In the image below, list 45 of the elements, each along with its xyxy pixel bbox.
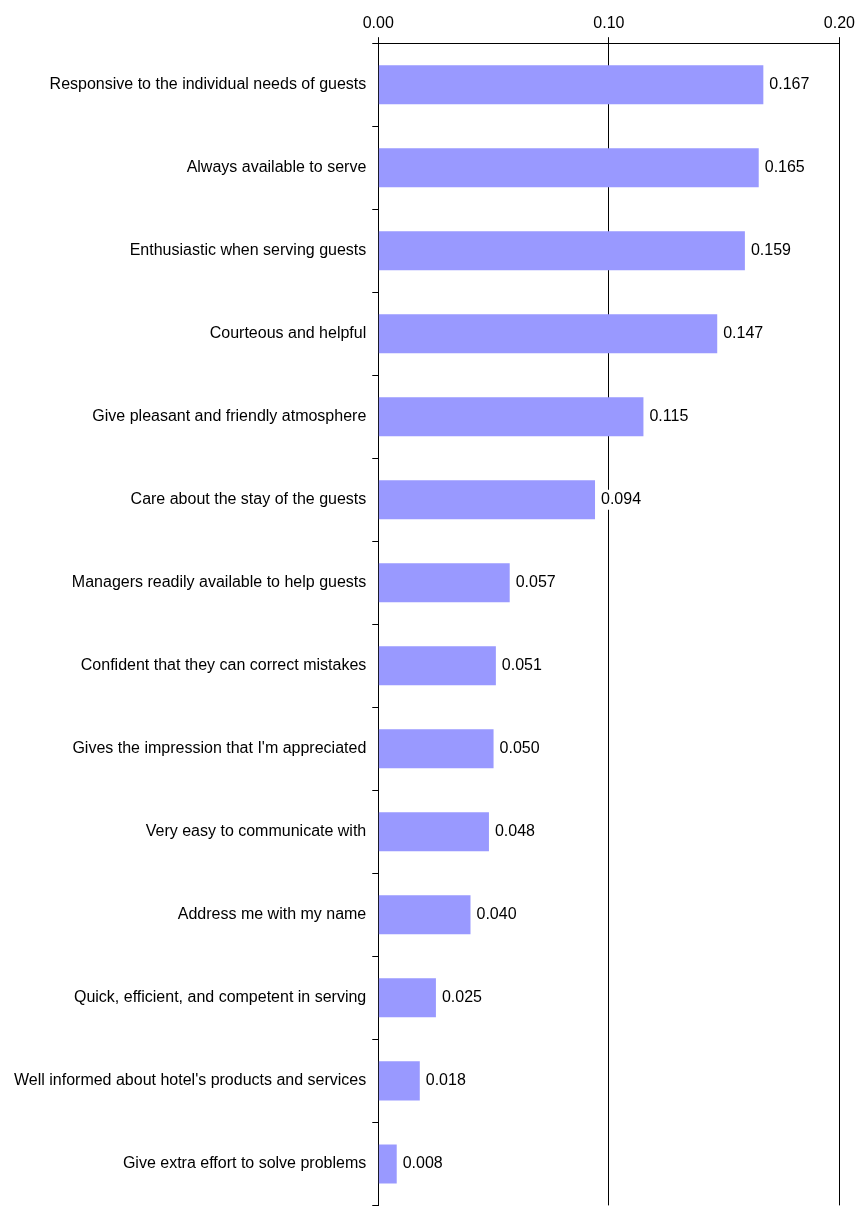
bar bbox=[378, 646, 496, 686]
bar bbox=[378, 1144, 397, 1184]
data-label: 0.040 bbox=[476, 905, 517, 923]
bar bbox=[378, 729, 494, 769]
data-label: 0.018 bbox=[425, 1071, 466, 1089]
data-label: 0.025 bbox=[441, 988, 483, 1006]
data-label: 0.008 bbox=[402, 1154, 443, 1172]
y-tick-label: Managers readily available to help guests bbox=[71, 573, 367, 591]
data-label: 0.159 bbox=[750, 241, 792, 259]
bar bbox=[378, 314, 718, 354]
bar bbox=[378, 231, 745, 271]
x-tick-label: 0.20 bbox=[823, 14, 856, 32]
data-label: 0.057 bbox=[515, 573, 556, 591]
y-tick-label: Always available to serve bbox=[186, 158, 367, 176]
y-tick-label: Very easy to communicate with bbox=[145, 822, 367, 840]
bar bbox=[378, 397, 644, 437]
y-tick-label: Courteous and helpful bbox=[209, 324, 367, 342]
data-label: 0.115 bbox=[649, 407, 689, 425]
x-tick-label: 0.00 bbox=[362, 14, 394, 32]
bar bbox=[378, 65, 764, 105]
bar bbox=[378, 1061, 420, 1101]
data-label: 0.167 bbox=[769, 75, 810, 93]
bar bbox=[378, 480, 596, 520]
data-label: 0.165 bbox=[764, 158, 805, 176]
bar bbox=[378, 812, 489, 852]
bar bbox=[378, 148, 759, 188]
y-tick-label: Care about the stay of the guests bbox=[130, 490, 367, 508]
data-label: 0.147 bbox=[723, 324, 764, 342]
data-label: 0.048 bbox=[494, 822, 536, 840]
data-label: 0.050 bbox=[499, 739, 540, 757]
bar bbox=[378, 563, 510, 603]
y-tick-label: Gives the impression that I'm appreciated bbox=[72, 739, 367, 757]
data-label: 0.094 bbox=[601, 490, 642, 508]
y-tick-label: Responsive to the individual needs of guests bbox=[49, 75, 367, 93]
y-tick-label: Enthusiastic when serving guests bbox=[129, 241, 367, 259]
x-tick-label: 0.10 bbox=[593, 14, 625, 32]
y-tick-label: Give extra effort to solve problems bbox=[122, 1154, 367, 1172]
y-tick-label: Address me with my name bbox=[177, 905, 367, 923]
bar bbox=[378, 978, 436, 1018]
y-tick-label: Well informed about hotel's products and services bbox=[13, 1071, 367, 1089]
data-label: 0.051 bbox=[501, 656, 543, 674]
bar bbox=[378, 895, 471, 935]
y-tick-label: Quick, efficient, and competent in serving bbox=[73, 988, 367, 1006]
y-tick-label: Give pleasant and friendly atmosphere bbox=[92, 407, 367, 425]
y-tick-label: Confident that they can correct mistakes bbox=[80, 656, 367, 674]
